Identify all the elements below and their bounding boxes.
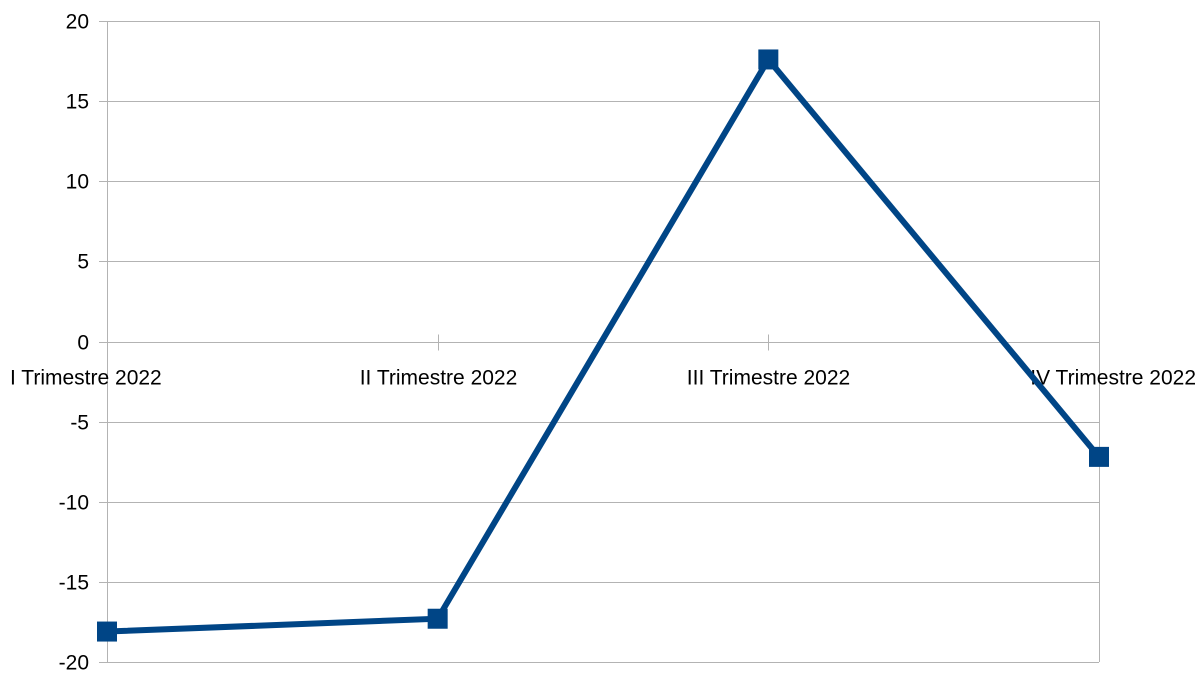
y-tick-label: -5 bbox=[70, 412, 89, 435]
x-tick-label: I Trimestre 2022 bbox=[10, 367, 162, 390]
series-layer bbox=[97, 49, 1109, 642]
y-tick-label: -20 bbox=[59, 652, 89, 673]
series-line bbox=[106, 54, 1102, 635]
y-tick-label: 0 bbox=[77, 332, 89, 355]
y-tick-label: 5 bbox=[77, 251, 89, 274]
data-point-marker bbox=[1089, 446, 1109, 467]
data-point-marker bbox=[427, 608, 448, 629]
y-tick-label: 20 bbox=[66, 11, 89, 34]
data-point-marker bbox=[97, 621, 117, 642]
x-tick-label: IV Trimestre 2022 bbox=[1030, 367, 1196, 390]
y-tick-label: -10 bbox=[59, 492, 89, 515]
x-tick-label: II Trimestre 2022 bbox=[360, 367, 518, 390]
y-tick-label: 10 bbox=[66, 171, 89, 194]
data-point-marker bbox=[758, 49, 779, 70]
y-tick-label: -15 bbox=[59, 572, 89, 595]
x-axis: I Trimestre 2022 II Trimestre 2022 III Tri… bbox=[10, 334, 1196, 390]
y-axis-tick-labels: 20 15 10 5 0 -5 -10 -15 -20 bbox=[59, 11, 89, 673]
y-tick-label: 15 bbox=[66, 91, 89, 114]
x-tick-label: III Trimestre 2022 bbox=[687, 367, 850, 390]
